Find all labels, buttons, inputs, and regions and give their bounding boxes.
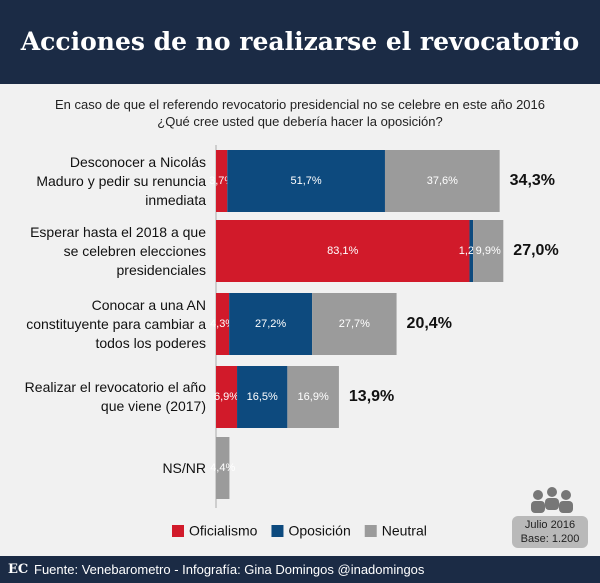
value-label: 51,7% xyxy=(291,175,322,187)
value-label: 37,6% xyxy=(427,175,458,187)
bar-segment xyxy=(312,293,397,355)
bar-segment xyxy=(216,366,238,428)
value-label: 27,7% xyxy=(339,318,370,330)
value-label: 6,9% xyxy=(214,391,239,403)
legend-swatch xyxy=(271,525,284,537)
icon-head xyxy=(561,490,571,500)
legend-label: Neutral xyxy=(382,523,427,539)
bar-segment xyxy=(216,293,230,355)
bar-segment xyxy=(216,220,470,282)
subtitle: ¿Qué cree usted que debería hacer la opo… xyxy=(157,114,443,129)
total-label: 13,9% xyxy=(349,388,394,405)
legend-label: Oposición xyxy=(288,523,350,539)
value-label: 9,9% xyxy=(476,245,501,257)
category-label: Conocar a una AN constituyente para camb… xyxy=(26,296,206,351)
legend-swatch xyxy=(364,525,377,537)
base: Base: 1.200 xyxy=(520,533,580,545)
sample-badge: Julio 2016 Base: 1.200 xyxy=(512,516,588,548)
subtitle: En caso de que el referendo revocatorio … xyxy=(55,97,545,112)
legend-label: Oficialismo xyxy=(189,523,258,539)
bar-segment xyxy=(216,437,230,499)
people-icon xyxy=(531,487,573,513)
chart-title: Acciones de no realizarse el revocatorio xyxy=(0,0,600,84)
category-label: NS/NR xyxy=(162,459,206,476)
value-label: 4,4% xyxy=(210,462,235,474)
source: Fuente: Venebarometro - Infografía: Gina… xyxy=(34,562,425,577)
bar-segment xyxy=(287,366,339,428)
value-label: 4,3% xyxy=(210,318,235,330)
value-label: 83,1% xyxy=(327,245,358,257)
total-label: 27,0% xyxy=(513,242,558,259)
icon-head xyxy=(547,487,557,497)
icon-body xyxy=(545,498,559,510)
value-label: 16,9% xyxy=(298,391,329,403)
category-label: Desconocer a Nicolás Maduro y pedir su r… xyxy=(36,153,206,208)
bar-segment xyxy=(227,150,385,212)
icon-head xyxy=(533,490,543,500)
logo: EC xyxy=(8,562,29,577)
category-label: Realizar el revocatorio el año que viene… xyxy=(24,379,206,414)
bar-segment xyxy=(469,220,474,282)
value-label: 27,2% xyxy=(255,318,286,330)
value-label: 16,5% xyxy=(247,391,278,403)
total-label: 34,3% xyxy=(510,172,555,189)
bar-segment xyxy=(229,293,313,355)
bar-segment xyxy=(237,366,288,428)
legend-swatch xyxy=(172,525,184,537)
date: Julio 2016 xyxy=(524,519,576,531)
total-label: 20,4% xyxy=(407,315,452,332)
bar-segment xyxy=(384,150,500,212)
icon-body xyxy=(531,501,545,513)
bar-segment xyxy=(216,150,228,212)
category-label: Esperar hasta el 2018 a que se celebren … xyxy=(30,223,206,278)
icon-body xyxy=(559,501,573,513)
bar-segment xyxy=(473,220,504,282)
footer: EC Fuente: Venebarometro - Infografía: G… xyxy=(0,556,600,583)
